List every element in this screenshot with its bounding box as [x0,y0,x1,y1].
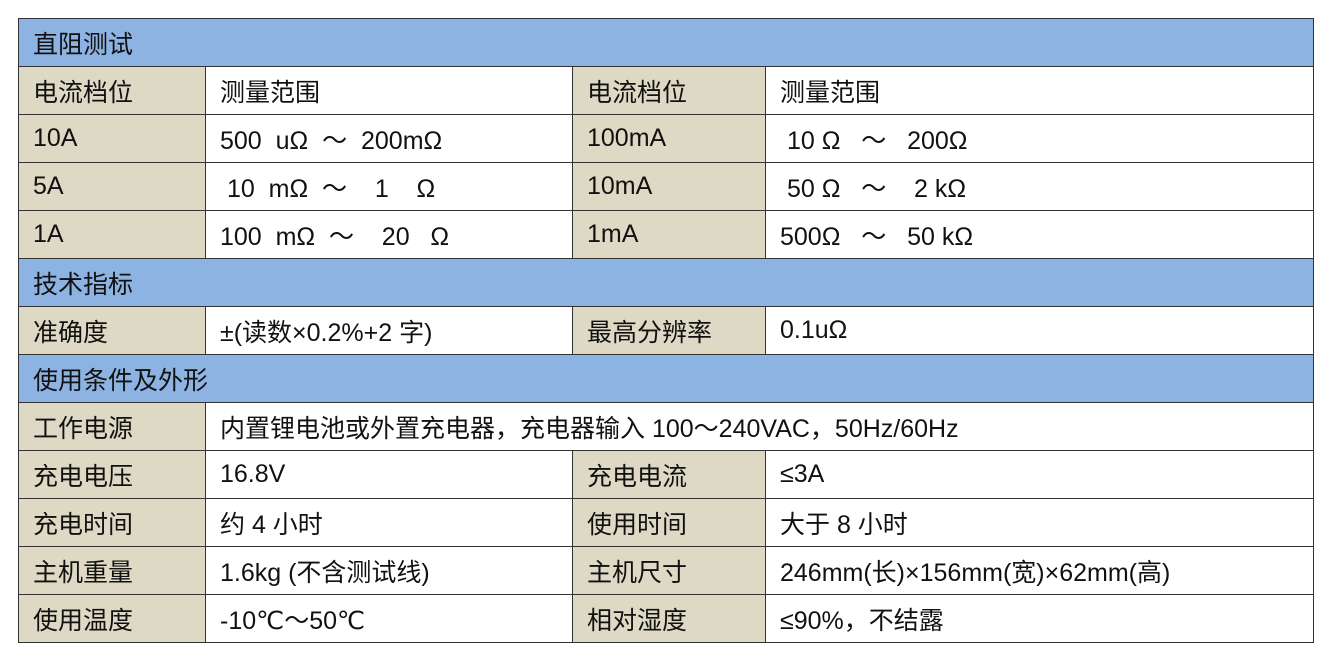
value-cell: 50 Ω ～ 2 kΩ [764,162,1315,211]
table-row: 充电时间约 4 小时 使用时间 大于 8 小时 [18,498,1315,547]
table-header-row: 电流档位 测量范围 电流档位 测量范围 [18,66,1315,115]
table-row: 准确度 ±(读数×0.2%+2 字) 最高分辨率 0.1uΩ [18,306,1315,355]
label-cell: 使用温度 [18,594,206,643]
label-cell: 充电时间 [18,498,206,547]
label-cell: 电流档位 [572,66,766,115]
section-header: 直阻测试 [17,18,1315,67]
value-cell: 约 4 小时 [205,498,573,547]
table-row: 工作电源 内置锂电池或外置充电器，充电器输入 100～240VAC，50Hz/60… [18,402,1315,451]
label-cell: 主机尺寸 [572,546,766,595]
value-cell: 500 uΩ ～ 200mΩ [205,114,573,163]
value-cell: 10 mΩ ～ 1 Ω [205,162,573,211]
value-cell: 测量范围 [764,66,1315,115]
value-cell: 100 mΩ ～ 20 Ω [205,210,573,259]
value-cell: 内置锂电池或外置充电器，充电器输入 100～240VAC，50Hz/60Hz [204,402,1315,451]
section-header: 使用条件及外形 [17,354,1315,403]
value-cell: 0.1uΩ [764,306,1315,355]
section-header: 技术指标 [17,258,1315,307]
label-cell: 1A [18,210,206,259]
value-cell: 16.8V [205,450,573,499]
value-cell: -10℃～50℃ [205,594,573,643]
value-cell: 246mm(长)×156mm(宽)×62mm(高) [764,546,1315,595]
label-cell: 充电电压 [18,450,206,499]
value-cell: ≤3A [764,450,1315,499]
label-cell: 10A [18,114,206,163]
label-cell: 相对湿度 [572,594,766,643]
label-cell: 准确度 [18,306,206,355]
value-cell: ±(读数×0.2%+2 字) [205,306,573,355]
label-cell: 1mA [572,210,766,259]
label-cell: 电流档位 [18,66,206,115]
table-row: 充电电压 16.8V 充电电流 ≤3A [18,450,1315,499]
section-title: 技术指标 [17,258,1315,307]
label-cell: 最高分辨率 [572,306,766,355]
table-row: 10A 500 uΩ ～ 200mΩ 100mA 10 Ω ～ 200Ω [18,114,1315,163]
value-cell: 1.6kg (不含测试线) [205,546,573,595]
label-cell: 主机重量 [18,546,206,595]
label-cell: 100mA [572,114,766,163]
value-cell: 10 Ω ～ 200Ω [764,114,1315,163]
section-title: 使用条件及外形 [17,354,1315,403]
value-cell: 500Ω ～ 50 kΩ [764,210,1315,259]
table-row: 主机重量 1.6kg (不含测试线) 主机尺寸 246mm(长)×156mm(宽)×6… [18,546,1315,595]
value-cell: 测量范围 [205,66,573,115]
value-cell: 大于 8 小时 [764,498,1315,547]
table-row: 1A 100 mΩ ～ 20 Ω 1mA 500Ω ～ 50 kΩ [18,210,1315,259]
section-title: 直阻测试 [17,18,1315,67]
label-cell: 10mA [572,162,766,211]
label-cell: 使用时间 [572,498,766,547]
spec-table: 直阻测试 电流档位 测量范围 电流档位 测量范围 10A 500 uΩ ～ 200mΩ 100… [17,18,1315,643]
label-cell: 充电电流 [572,450,766,499]
label-cell: 5A [18,162,206,211]
table-row: 5A 10 mΩ ～ 1 Ω 10mA 50 Ω ～ 2 kΩ [18,162,1315,211]
table-row: 使用温度 -10℃～50℃ 相对湿度 ≤90%，不结露 [18,594,1315,643]
label-cell: 工作电源 [18,402,206,451]
value-cell: ≤90%，不结露 [764,594,1315,643]
